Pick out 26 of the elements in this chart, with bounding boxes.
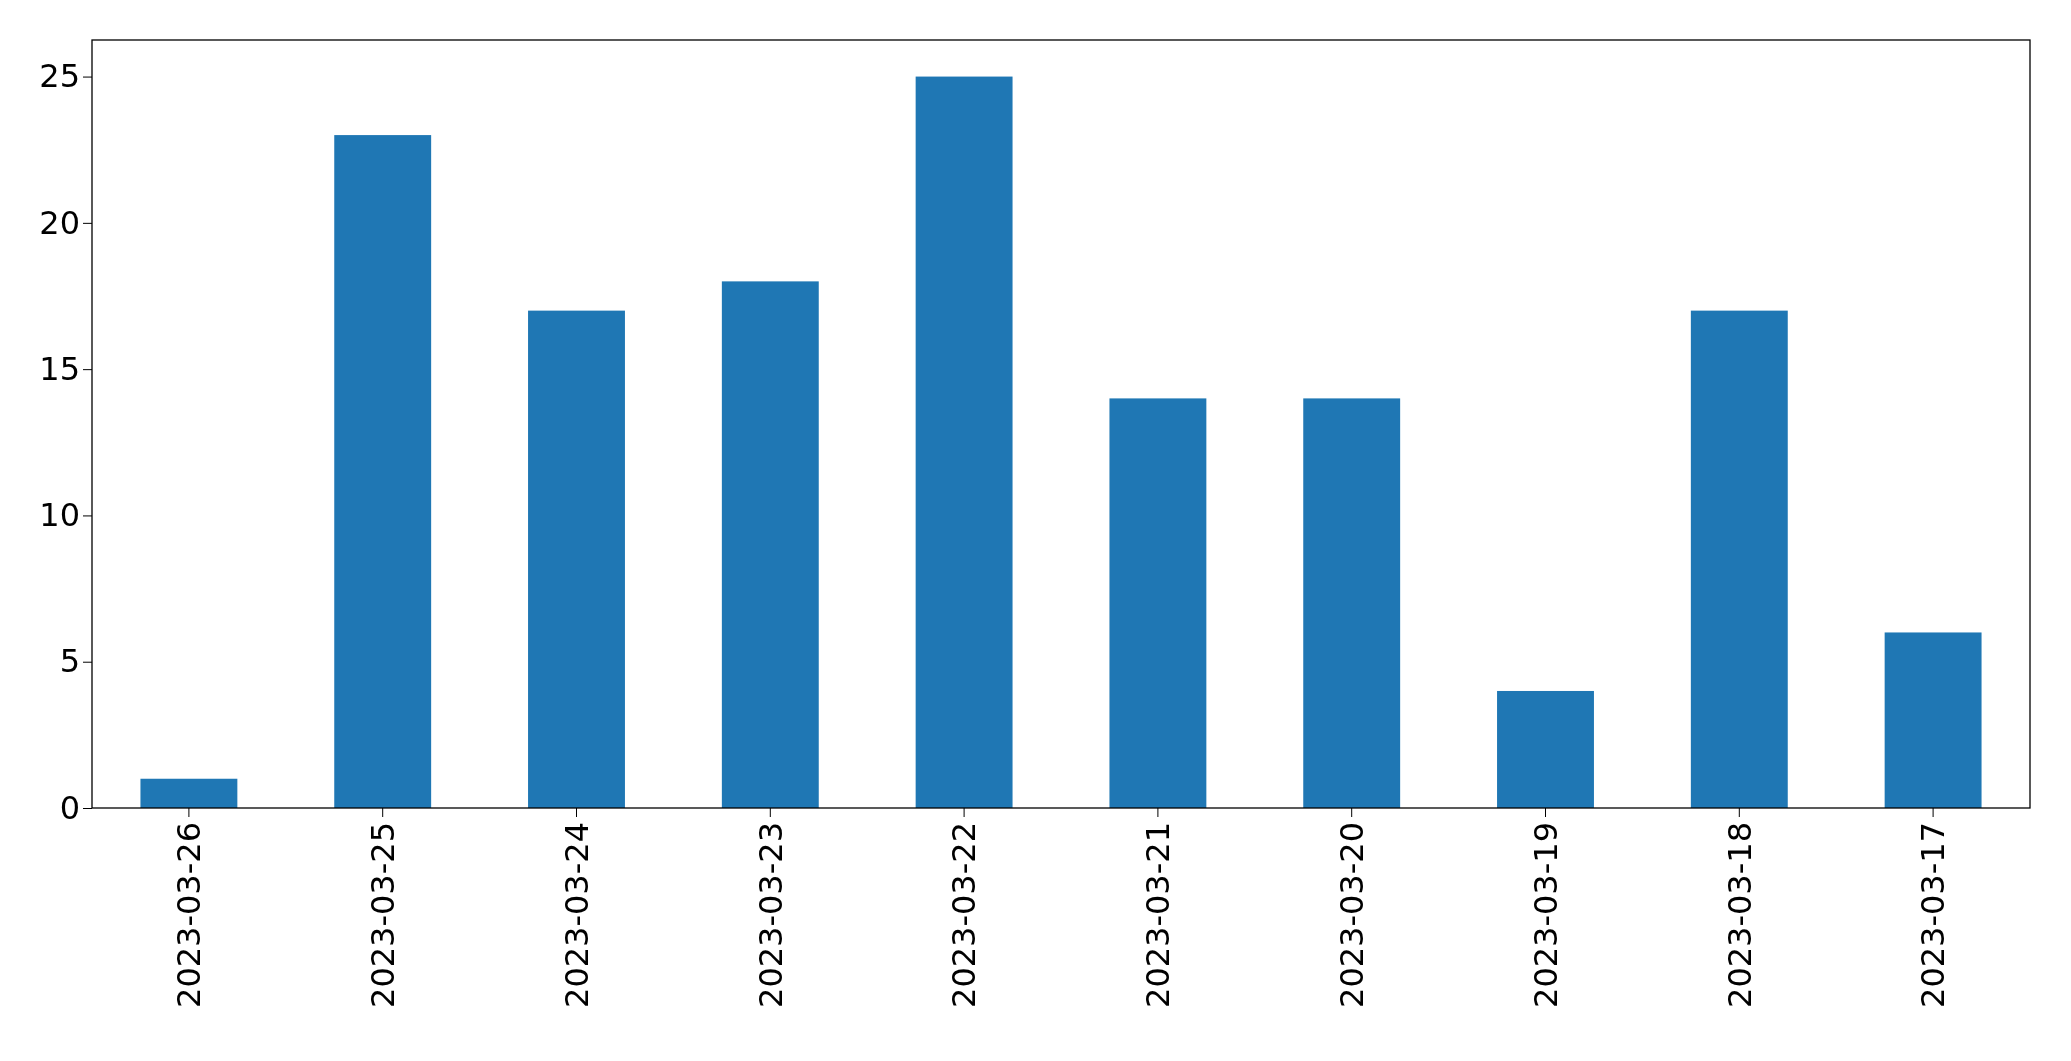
y-tick-label: 5 [59,642,80,681]
bar [1497,690,1594,808]
x-tick-label: 2023-03-19 [1526,822,1565,1008]
y-tick-label: 0 [59,788,80,827]
y-tick-label: 20 [39,203,80,242]
bar [1109,398,1207,808]
x-tick-label: 2023-03-22 [945,822,984,1008]
bar [1690,310,1788,808]
y-tick-label: 25 [39,57,80,96]
bar [528,310,625,808]
bar [915,76,1013,808]
x-tick-label: 2023-03-24 [557,822,596,1008]
y-tick-label: 15 [39,349,80,388]
bar [721,281,819,808]
bar [140,778,238,808]
x-tick-label: 2023-03-17 [1914,822,1953,1008]
x-tick-label: 2023-03-26 [170,822,209,1008]
x-tick-label: 2023-03-20 [1332,822,1371,1008]
x-tick-label: 2023-03-18 [1720,822,1759,1008]
x-tick-label: 2023-03-25 [363,822,402,1008]
x-tick-label: 2023-03-21 [1139,822,1178,1008]
bar [1884,632,1982,808]
y-tick-label: 10 [39,496,80,535]
x-tick-label: 2023-03-23 [751,822,790,1008]
bar [1303,398,1401,808]
bar [334,135,432,808]
